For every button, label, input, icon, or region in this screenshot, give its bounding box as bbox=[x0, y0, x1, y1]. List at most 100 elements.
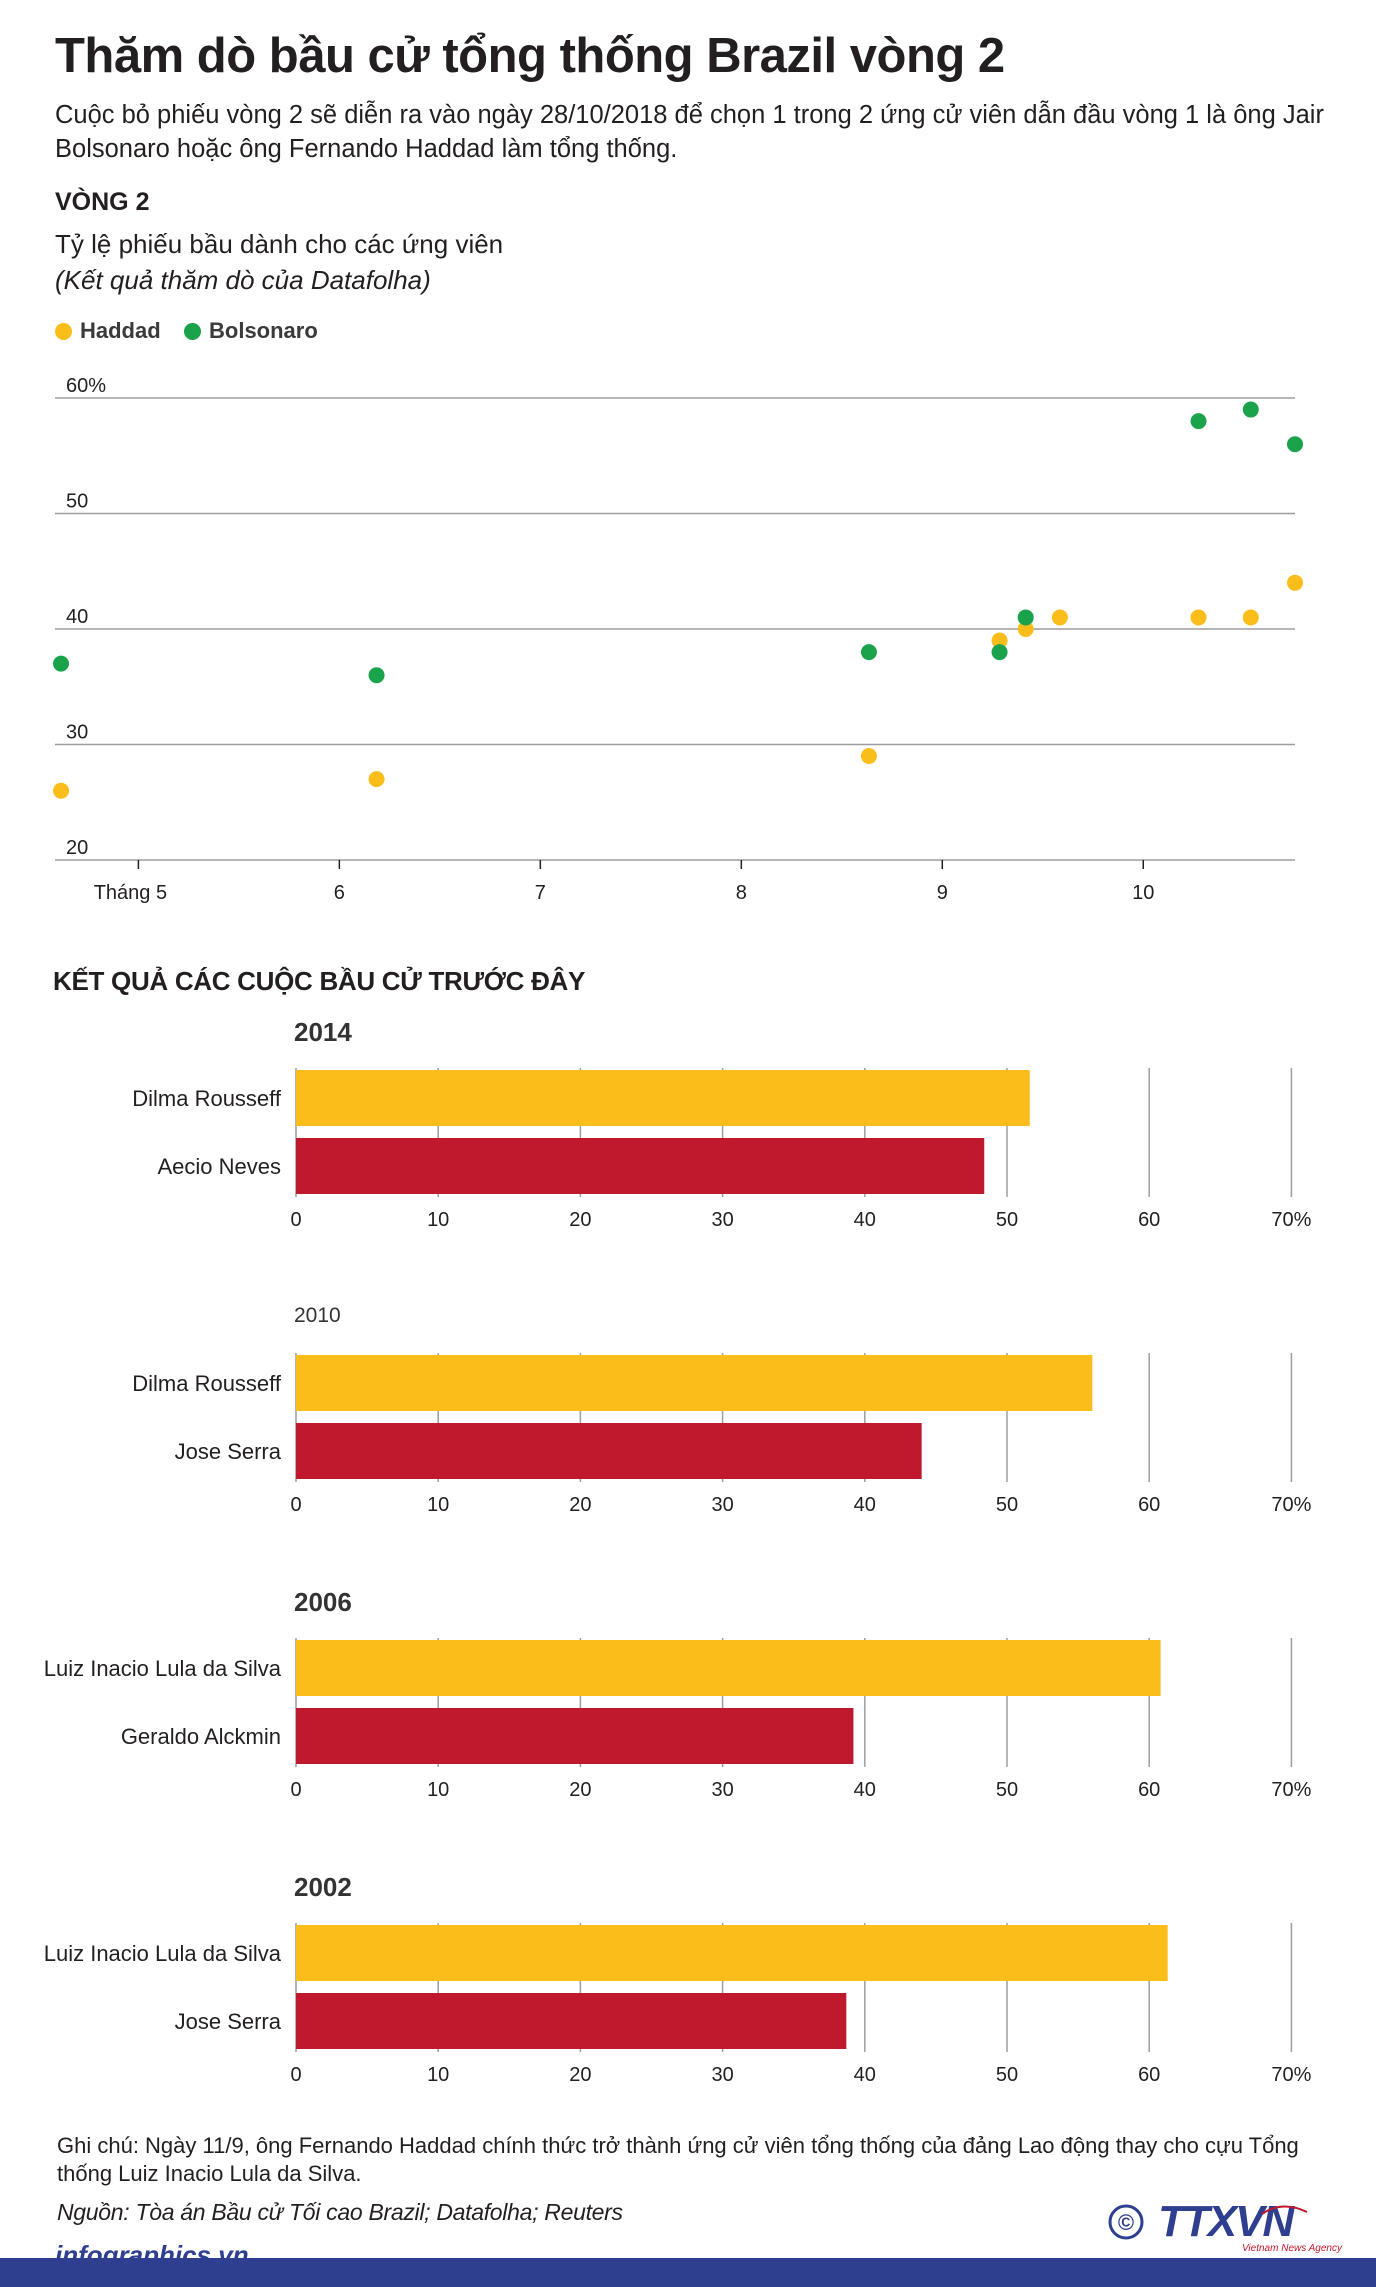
scatter-point-bolsonaro bbox=[860, 644, 877, 661]
bar-x-tick-label: 0 bbox=[290, 2064, 301, 2086]
bar-x-tick-label: 50 bbox=[996, 1209, 1018, 1231]
source-line: Nguồn: Tòa án Bầu cử Tối cao Brazil; Dat… bbox=[57, 2199, 623, 2225]
bar-winner bbox=[296, 1070, 1030, 1126]
bar-x-tick-label: 10 bbox=[427, 1494, 449, 1516]
scatter-x-tick-label: 6 bbox=[334, 882, 345, 904]
bar-chart-2014: 2014 0 10 20 30 40 50 60 70% Dilma Rousseff Aecio … bbox=[132, 1017, 1311, 1231]
scatter-y-tick-label: 60% bbox=[66, 375, 106, 397]
bar-x-tick-label: 30 bbox=[711, 2064, 733, 2086]
bar-chart-year-title: 2014 bbox=[294, 1017, 352, 1047]
scatter-chart: 60% 50 40 30 20 Tháng 5 6 7 8 9 10 bbox=[53, 375, 1303, 904]
bar-x-tick-label: 70% bbox=[1271, 1779, 1311, 1801]
logo-mark: TTXVN bbox=[1158, 2197, 1295, 2246]
scatter-point-haddad bbox=[368, 771, 385, 788]
bar-x-tick-label: 30 bbox=[711, 1209, 733, 1231]
bar-x-tick-label: 40 bbox=[854, 1779, 876, 1801]
footnote: Ghi chú: Ngày 11/9, ông Fernando Haddad … bbox=[57, 2133, 1299, 2186]
scatter-x-tick-label: 9 bbox=[937, 882, 948, 904]
scatter-point-bolsonaro bbox=[1287, 436, 1303, 453]
previous-elections-heading: KẾT QUẢ CÁC CUỘC BẦU CỬ TRƯỚC ĐÂY bbox=[53, 966, 586, 996]
bar-x-tick-label: 20 bbox=[569, 1209, 591, 1231]
scatter-point-haddad bbox=[53, 782, 70, 799]
bar-candidate-label: Geraldo Alckmin bbox=[121, 1724, 281, 1749]
scatter-point-haddad bbox=[991, 632, 1008, 649]
scatter-point-haddad bbox=[1242, 609, 1259, 626]
legend-haddad-dot-icon bbox=[55, 322, 72, 340]
bar-x-tick-label: 60 bbox=[1138, 1209, 1160, 1231]
scatter-x-tick-label: Tháng 5 bbox=[94, 882, 167, 904]
bar-candidate-label: Dilma Rousseff bbox=[132, 1371, 282, 1396]
copyright-icon: © bbox=[1118, 2210, 1134, 2235]
logo-tagline: Vietnam News Agency bbox=[1242, 2243, 1343, 2254]
legend-bolsonaro-dot-icon bbox=[184, 322, 201, 340]
scatter-x-tick-label: 7 bbox=[535, 882, 546, 904]
scatter-point-haddad bbox=[1190, 609, 1207, 626]
bar-x-tick-label: 0 bbox=[290, 1779, 301, 1801]
bar-x-tick-label: 60 bbox=[1138, 1494, 1160, 1516]
bar-x-tick-label: 0 bbox=[290, 1209, 301, 1231]
bar-x-tick-label: 20 bbox=[569, 1779, 591, 1801]
bar-candidate-label: Luiz Inacio Lula da Silva bbox=[44, 1941, 282, 1966]
ttxvn-logo: © TTXVN Vietnam News Agency bbox=[1108, 2197, 1343, 2254]
scatter-point-haddad bbox=[860, 748, 877, 765]
bar-runner-up bbox=[296, 1993, 847, 2049]
bar-x-tick-label: 10 bbox=[427, 2064, 449, 2086]
bar-candidate-label: Jose Serra bbox=[175, 1439, 282, 1464]
bar-x-tick-label: 40 bbox=[854, 1209, 876, 1231]
bar-x-tick-label: 10 bbox=[427, 1779, 449, 1801]
page-title: Thăm dò bầu cử tổng thống Brazil vòng 2 bbox=[55, 29, 1005, 83]
bar-winner bbox=[296, 1640, 1161, 1696]
scatter-point-bolsonaro bbox=[1190, 413, 1207, 430]
scatter-point-bolsonaro bbox=[53, 655, 70, 672]
scatter-point-bolsonaro bbox=[1017, 609, 1034, 626]
scatter-y-tick-label: 20 bbox=[66, 837, 88, 859]
bar-chart-year-title: 2010 bbox=[294, 1304, 341, 1327]
bar-x-tick-label: 40 bbox=[854, 2064, 876, 2086]
scatter-point-bolsonaro bbox=[1242, 401, 1259, 418]
bar-x-tick-label: 50 bbox=[996, 2064, 1018, 2086]
scatter-y-tick-label: 50 bbox=[66, 491, 88, 513]
bar-x-tick-label: 30 bbox=[711, 1494, 733, 1516]
bar-x-tick-label: 40 bbox=[854, 1494, 876, 1516]
bar-x-tick-label: 30 bbox=[711, 1779, 733, 1801]
scatter-x-tick-label: 10 bbox=[1132, 882, 1154, 904]
bar-chart-2006: 2006 0 10 20 30 40 50 60 70% Luiz Inacio Lula da … bbox=[44, 1587, 1312, 1801]
bar-winner bbox=[296, 1925, 1168, 1981]
bar-winner bbox=[296, 1355, 1093, 1411]
scatter-x-tick-label: 8 bbox=[736, 882, 747, 904]
bar-x-tick-label: 10 bbox=[427, 1209, 449, 1231]
bar-candidate-label: Dilma Rousseff bbox=[132, 1086, 282, 1111]
legend-haddad-label: Haddad bbox=[80, 318, 161, 343]
round-label: VÒNG 2 bbox=[55, 188, 150, 216]
bar-x-tick-label: 50 bbox=[996, 1779, 1018, 1801]
bar-x-tick-label: 60 bbox=[1138, 2064, 1160, 2086]
scatter-y-tick-label: 40 bbox=[66, 606, 88, 628]
bar-runner-up bbox=[296, 1423, 922, 1479]
scatter-description: Tỷ lệ phiếu bầu dành cho các ứng viên bbox=[55, 229, 504, 259]
scatter-point-haddad bbox=[1051, 609, 1068, 626]
bar-chart-year-title: 2002 bbox=[294, 1872, 352, 1902]
bar-chart-2010: 2010 0 10 20 30 40 50 60 70% Dilma Rousseff Jose S… bbox=[132, 1304, 1311, 1516]
legend-bolsonaro: Bolsonaro bbox=[184, 318, 318, 344]
bar-candidate-label: Jose Serra bbox=[175, 2009, 282, 2034]
bar-chart-year-title: 2006 bbox=[294, 1587, 352, 1617]
scatter-source: (Kết quả thăm dò của Datafolha) bbox=[55, 265, 431, 295]
bar-x-tick-label: 20 bbox=[569, 2064, 591, 2086]
page-subtitle: Cuộc bỏ phiếu vòng 2 sẽ diễn ra vào ngày… bbox=[55, 101, 1324, 163]
bar-x-tick-label: 50 bbox=[996, 1494, 1018, 1516]
bar-x-tick-label: 70% bbox=[1271, 2064, 1311, 2086]
bar-x-tick-label: 70% bbox=[1271, 1209, 1311, 1231]
bar-x-tick-label: 0 bbox=[290, 1494, 301, 1516]
bar-x-tick-label: 60 bbox=[1138, 1779, 1160, 1801]
legend-bolsonaro-label: Bolsonaro bbox=[209, 318, 318, 343]
bar-x-tick-label: 70% bbox=[1271, 1494, 1311, 1516]
bar-candidate-label: Aecio Neves bbox=[157, 1154, 281, 1179]
scatter-point-bolsonaro bbox=[368, 667, 385, 684]
footer-site[interactable]: infographics.vn bbox=[55, 2240, 249, 2270]
scatter-point-haddad bbox=[1287, 574, 1303, 591]
bar-chart-2002: 2002 0 10 20 30 40 50 60 70% Luiz Inacio Lula da … bbox=[44, 1872, 1312, 2086]
bar-candidate-label: Luiz Inacio Lula da Silva bbox=[44, 1656, 282, 1681]
legend-haddad: Haddad bbox=[55, 318, 161, 344]
bar-x-tick-label: 20 bbox=[569, 1494, 591, 1516]
scatter-point-haddad bbox=[1017, 621, 1034, 637]
